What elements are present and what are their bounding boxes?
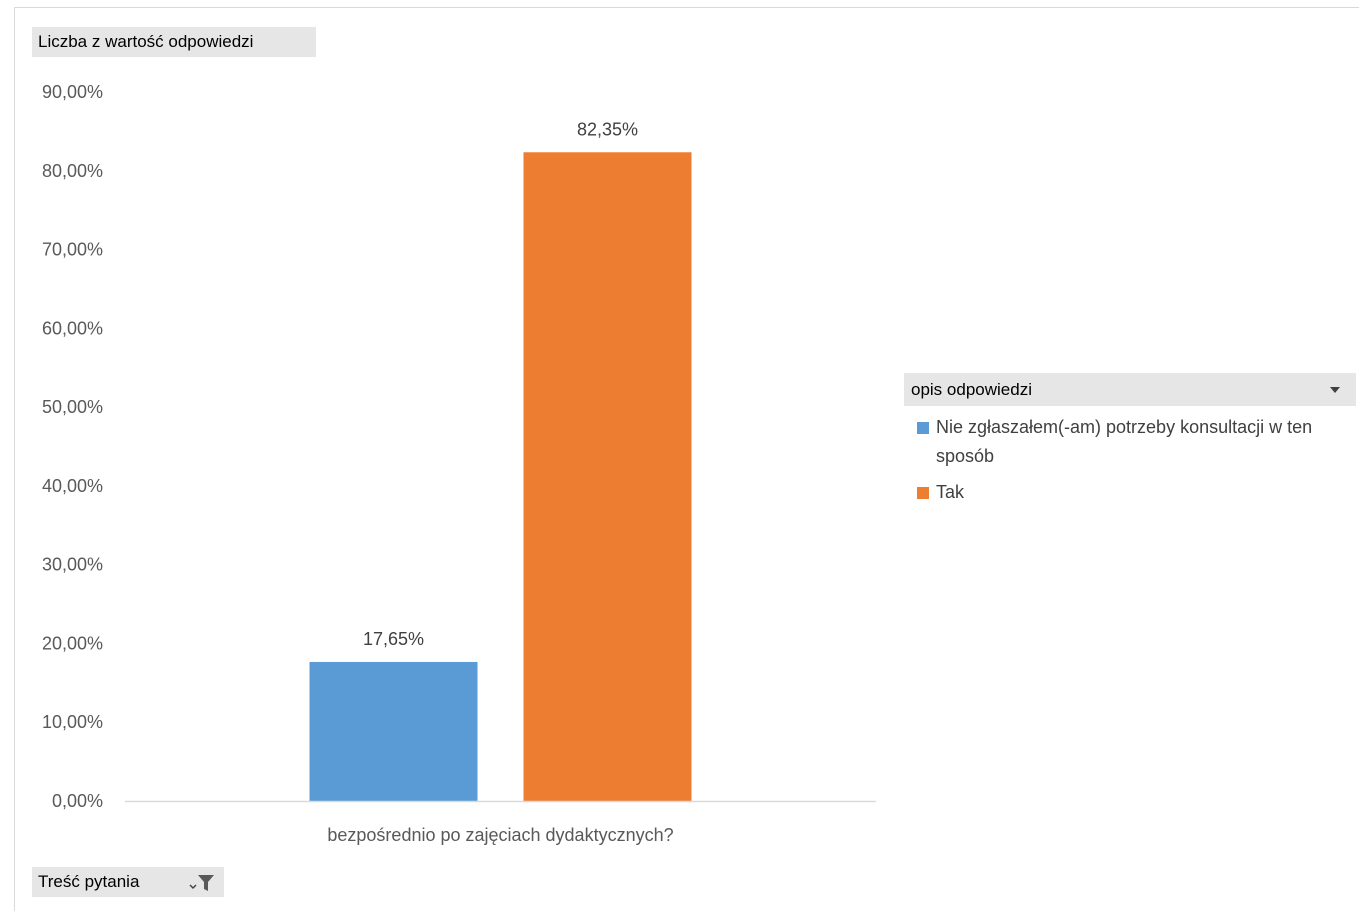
- filter-icon[interactable]: [188, 874, 216, 892]
- y-axis-ticks: 0,00% 10,00% 20,00% 30,00% 40,00% 50,00% 60,00…: [42, 82, 103, 811]
- y-tick-label: 90,00%: [42, 82, 103, 102]
- legend-swatch-series-1: [917, 422, 929, 434]
- y-tick-label: 80,00%: [42, 161, 103, 181]
- legend-item-series-2: Tak: [904, 478, 1356, 507]
- data-label-series-1: 17,65%: [363, 629, 424, 649]
- y-tick-label: 30,00%: [42, 555, 103, 575]
- bar-series-2[interactable]: [523, 152, 692, 801]
- y-tick-label: 0,00%: [52, 791, 103, 811]
- legend-label-series-2: Tak: [936, 482, 965, 502]
- x-axis-categories: bezpośrednio po zajęciach dydaktycznych?: [327, 825, 673, 845]
- y-tick-label: 50,00%: [42, 397, 103, 417]
- y-tick-label: 10,00%: [42, 712, 103, 732]
- value-field-button[interactable]: Liczba z wartość odpowiedzi: [32, 27, 316, 57]
- bars: [309, 152, 692, 801]
- legend-title: opis odpowiedzi: [911, 380, 1032, 399]
- bar-series-1[interactable]: [309, 661, 478, 801]
- value-field-label: Liczba z wartość odpowiedzi: [38, 32, 254, 51]
- legend-filter-button[interactable]: opis odpowiedzi: [904, 373, 1356, 406]
- y-tick-label: 70,00%: [42, 240, 103, 260]
- dropdown-arrow-icon[interactable]: [1330, 387, 1340, 393]
- y-tick-label: 40,00%: [42, 476, 103, 496]
- x-category-label: bezpośrednio po zajęciach dydaktycznych?: [327, 825, 673, 845]
- data-labels: 17,65% 82,35%: [363, 119, 638, 649]
- data-label-series-2: 82,35%: [577, 119, 638, 139]
- axis-field-label: Treść pytania: [38, 872, 140, 891]
- legend-item-series-1: Nie zgłaszałem(-am) potrzeby konsultacji…: [904, 413, 1356, 471]
- chart-frame: [14, 7, 1359, 911]
- legend-label-series-1: Nie zgłaszałem(-am) potrzeby konsultacji…: [936, 417, 1313, 466]
- legend: opis odpowiedzi Nie zgłaszałem(-am) potr…: [904, 373, 1356, 507]
- axis-field-button[interactable]: Treść pytania: [32, 867, 224, 897]
- y-tick-label: 20,00%: [42, 633, 103, 653]
- legend-swatch-series-2: [917, 487, 929, 499]
- y-tick-label: 60,00%: [42, 318, 103, 338]
